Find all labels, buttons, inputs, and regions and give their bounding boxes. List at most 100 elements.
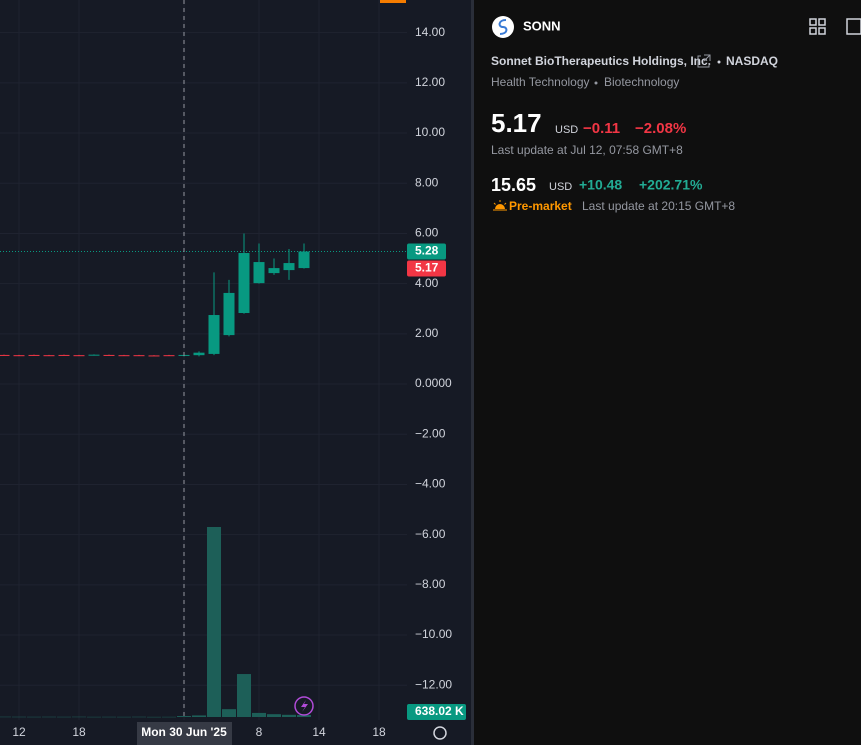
volume-bar (267, 714, 281, 717)
candle-body (208, 315, 220, 354)
candle-body (58, 354, 70, 356)
price-label: 5.28 (415, 244, 439, 258)
volume-bar (177, 716, 191, 717)
x-tick-label: Mon 30 Jun '25 (141, 725, 227, 739)
premarket-label: Pre-market (509, 199, 572, 213)
candle-body (238, 253, 250, 314)
volume-label-box (407, 704, 466, 720)
y-tick-label: −6.00 (415, 527, 446, 541)
price-change: −0.11 (583, 120, 620, 137)
volume-bar (147, 716, 161, 718)
volume-bar (192, 715, 206, 717)
y-tick-label: 4.00 (415, 276, 439, 290)
premarket-change-percent: +202.71% (639, 177, 703, 193)
volume-bar (27, 716, 41, 718)
last-update: Last update at Jul 12, 07:58 GMT+8 (491, 143, 683, 157)
settings-icon[interactable] (433, 726, 447, 740)
candle-body (283, 263, 295, 271)
candle-body (118, 355, 130, 357)
premarket-currency: USD (549, 181, 572, 193)
event-bolt (301, 700, 308, 712)
divider (471, 0, 474, 745)
y-tick-label: 0.0000 (415, 376, 452, 390)
candle-body (13, 355, 25, 357)
price: 5.17 (491, 108, 542, 138)
candle-body (88, 354, 100, 356)
candle-body (103, 354, 115, 356)
layout-icon[interactable] (809, 18, 826, 35)
top-marker (380, 0, 406, 3)
premarket-icon (493, 200, 507, 211)
x-tick-label: 8 (256, 725, 263, 739)
x-tick-label: 18 (372, 725, 386, 739)
side-panel (474, 0, 861, 745)
separator (717, 60, 721, 64)
x-tick-label: 14 (312, 725, 326, 739)
symbol[interactable]: SONN (523, 18, 561, 33)
y-tick-label: 2.00 (415, 326, 439, 340)
y-tick-label: 8.00 (415, 175, 439, 189)
price-label-box (407, 243, 446, 260)
volume-bar (12, 716, 26, 718)
company-name[interactable]: Sonnet BioTherapeutics Holdings, Inc. (491, 54, 711, 68)
candle-body (73, 355, 85, 357)
separator (594, 81, 598, 85)
y-tick-label: −2.00 (415, 426, 446, 440)
price-change-percent: −2.08% (635, 120, 686, 137)
volume-bar (132, 716, 146, 718)
event-icon[interactable] (294, 696, 314, 716)
external-link-icon[interactable] (697, 54, 711, 68)
exchange: NASDAQ (726, 54, 778, 68)
candle-body (133, 355, 145, 357)
candle-body (223, 292, 235, 336)
symbol-logo-mark (498, 19, 508, 35)
edit-icon[interactable] (846, 18, 861, 35)
volume-bar (72, 716, 86, 718)
candle-body (298, 251, 310, 269)
premarket-change: +10.48 (579, 177, 622, 193)
candle-body (268, 268, 280, 274)
candle-body (43, 355, 55, 357)
sector[interactable]: Health Technology (491, 75, 590, 89)
candle-body (193, 352, 205, 356)
volume-bar (237, 674, 251, 717)
chart: 14.00 12.00 10.00 8.00 6.00 4.00 2.00 0.0000 −2.… (0, 0, 466, 745)
x-tick-label: 12 (12, 725, 26, 739)
volume-bar (102, 716, 116, 718)
volume-bar (0, 716, 11, 718)
industry[interactable]: Biotechnology (604, 75, 679, 89)
volume-bar (117, 716, 131, 718)
candle-body (148, 355, 160, 357)
y-tick-label: 14.00 (415, 25, 445, 39)
candle-body (253, 262, 265, 284)
y-tick-label: −8.00 (415, 577, 446, 591)
volume-bar (87, 716, 101, 718)
volume-bar (57, 716, 71, 718)
y-tick-label: −10.00 (415, 627, 452, 641)
y-tick-label: 10.00 (415, 125, 445, 139)
volume-bar (297, 714, 311, 717)
chart-background (0, 0, 471, 745)
volume-bar (162, 716, 176, 718)
price-label-box (407, 260, 446, 277)
premarket-update: Last update at 20:15 GMT+8 (582, 199, 735, 213)
volume-label: 638.02 K (415, 704, 464, 718)
volume-bar (252, 712, 266, 717)
volume-bar (222, 709, 236, 717)
y-tick-label: 6.00 (415, 226, 439, 240)
volume-bar (42, 716, 56, 718)
candle-body (163, 355, 175, 357)
candle-body (0, 354, 10, 356)
candle-body (28, 354, 40, 356)
premarket-price: 15.65 (491, 175, 536, 195)
volume-bar (207, 527, 221, 717)
price-label: 5.17 (415, 261, 439, 275)
crosshair-label-box (137, 722, 232, 745)
y-tick-label: −4.00 (415, 477, 446, 491)
y-tick-label: 12.00 (415, 75, 445, 89)
currency: USD (555, 124, 578, 136)
x-tick-label: 18 (72, 725, 86, 739)
volume-bar (282, 714, 296, 717)
